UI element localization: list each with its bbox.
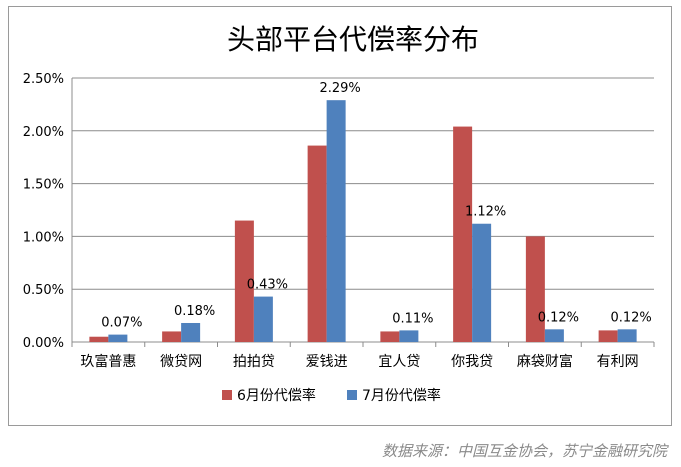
legend-swatch	[347, 390, 357, 400]
y-tick-label: 1.00%	[23, 230, 64, 245]
bar-july	[472, 223, 492, 342]
bar-june	[89, 336, 109, 342]
legend-label: 6月份代偿率	[237, 387, 316, 404]
legend-swatch	[222, 390, 232, 400]
x-category-label: 拍拍贷	[233, 354, 275, 370]
data-label: 0.12%	[610, 310, 651, 325]
x-category-label: 玖富普惠	[80, 353, 136, 370]
x-category-label: 有利网	[597, 354, 639, 370]
source-note: 数据来源：中国互金协会，苏宁金融研究院	[381, 442, 667, 460]
data-label: 0.18%	[174, 304, 215, 319]
bar-july	[108, 334, 128, 342]
y-tick-label: 0.00%	[23, 336, 64, 351]
y-tick-label: 2.00%	[23, 125, 64, 140]
x-category-label: 宜人贷	[378, 354, 420, 370]
y-tick-label: 2.50%	[23, 72, 64, 87]
bar-july	[326, 100, 346, 343]
y-tick-label: 0.50%	[23, 283, 64, 298]
chart-title: 头部平台代偿率分布	[227, 23, 479, 56]
data-label: 0.07%	[101, 316, 142, 331]
x-category-label: 爱钱进	[306, 354, 348, 370]
bar-chart: 头部平台代偿率分布 0.00% 0.50% 1.00% 1.50% 2.00% 2.50% 0…	[23, 23, 655, 404]
data-label: 0.43%	[247, 278, 288, 293]
data-label: 1.12%	[465, 205, 506, 220]
bar-june	[307, 145, 327, 342]
bar-july	[544, 329, 564, 342]
data-label: 0.12%	[538, 310, 579, 325]
bar-june	[234, 220, 254, 342]
bar-june	[453, 126, 473, 343]
data-label: 0.11%	[392, 311, 433, 326]
bar-june	[598, 330, 618, 342]
x-category-label: 你我贷	[451, 354, 493, 370]
x-category-label: 微贷网	[160, 354, 202, 370]
bar-june	[162, 331, 182, 342]
data-label: 2.29%	[319, 81, 360, 96]
y-tick-label: 1.50%	[23, 178, 64, 193]
bar-july	[253, 296, 273, 342]
chart-frame: 头部平台代偿率分布 0.00% 0.50% 1.00% 1.50% 2.00% 2.50% 0…	[8, 6, 672, 426]
legend-label: 7月份代偿率	[362, 387, 441, 404]
bar-july	[399, 330, 419, 342]
bar-june	[380, 331, 400, 342]
bar-june	[525, 236, 545, 342]
bar-july	[181, 322, 201, 342]
x-category-label: 麻袋财富	[517, 353, 573, 370]
bar-july	[617, 329, 637, 342]
